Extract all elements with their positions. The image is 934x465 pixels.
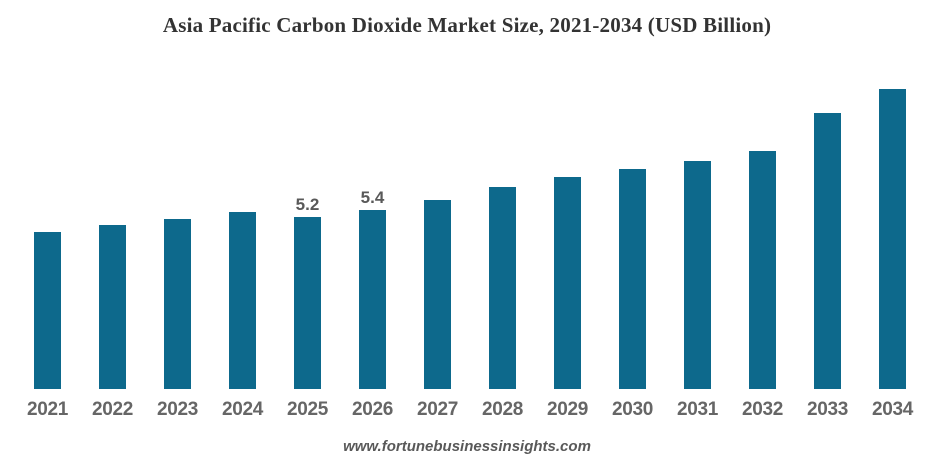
x-label-2025: 2025 [286, 399, 329, 420]
bar-column-2033 [795, 58, 860, 389]
bar-2026 [359, 210, 386, 389]
x-label-2033: 2033 [806, 399, 849, 420]
x-label-2034: 2034 [871, 399, 914, 420]
x-label-2031: 2031 [676, 399, 719, 420]
x-label-2027: 2027 [416, 399, 459, 420]
bar-column-2030 [600, 58, 665, 389]
bar-column-2024 [210, 58, 275, 389]
x-label-2021: 2021 [26, 399, 69, 420]
x-label-2029: 2029 [546, 399, 589, 420]
plot-area: 5.2 5.4 [15, 58, 925, 389]
x-label-2026: 2026 [351, 399, 394, 420]
bar-2025 [294, 216, 321, 389]
bar-column-2026: 5.4 [340, 58, 405, 389]
bar-column-2031 [665, 58, 730, 389]
bar-2028 [489, 187, 516, 389]
x-axis-labels: 2021 2022 2023 2024 2025 2026 2027 2028 2029 2030… [15, 399, 925, 421]
x-label-2028: 2028 [481, 399, 524, 420]
x-label-2022: 2022 [91, 399, 134, 420]
x-label-2023: 2023 [156, 399, 199, 420]
bar-2024 [229, 211, 256, 389]
bar-column-2022 [80, 58, 145, 389]
bar-column-2025: 5.2 [275, 58, 340, 389]
bar-2023 [164, 219, 191, 389]
x-label-2030: 2030 [611, 399, 654, 420]
bar-column-2034 [860, 58, 925, 389]
bar-2022 [99, 225, 126, 389]
bar-column-2032 [730, 58, 795, 389]
bar-column-2029 [535, 58, 600, 389]
x-label-2024: 2024 [221, 399, 264, 420]
bar-column-2023 [145, 58, 210, 389]
bar-2029 [554, 177, 581, 389]
bar-column-2021 [15, 58, 80, 389]
bar-2034 [879, 89, 906, 389]
bar-2030 [619, 168, 646, 389]
bar-2031 [684, 160, 711, 389]
bar-2032 [749, 150, 776, 389]
bar-2033 [814, 113, 841, 389]
source-text: www.fortunebusinessinsights.com [343, 438, 591, 455]
bar-2027 [424, 200, 451, 389]
chart-title: Asia Pacific Carbon Dioxide Market Size,… [162, 13, 772, 37]
bar-column-2028 [470, 58, 535, 389]
x-label-2032: 2032 [741, 399, 784, 420]
data-label-2025: 5.2 [295, 194, 320, 214]
bar-2021 [34, 232, 61, 389]
bar-column-2027 [405, 58, 470, 389]
data-label-2026: 5.4 [360, 188, 385, 208]
